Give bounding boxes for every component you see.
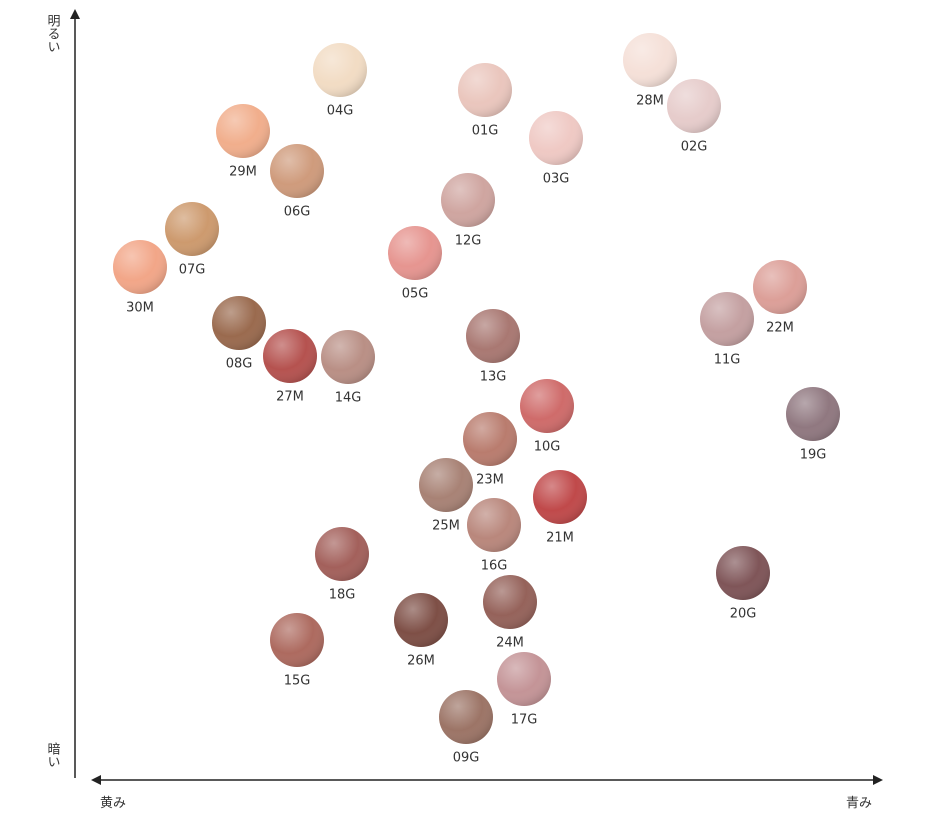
swatch-label: 21M bbox=[546, 531, 574, 546]
swatch-shine bbox=[467, 498, 521, 552]
swatch-shine bbox=[497, 652, 551, 706]
swatch-label: 16G bbox=[481, 559, 508, 574]
swatch-label: 01G bbox=[472, 124, 499, 139]
swatch-label: 03G bbox=[543, 172, 570, 187]
swatches: 04G 01G 03G 28M 02G 29M 06G 12G 07G 05G 30M 11G 22M 0… bbox=[113, 33, 840, 766]
swatch-label: 02G bbox=[681, 140, 708, 155]
swatch-label: 25M bbox=[432, 519, 460, 534]
swatch-shine bbox=[388, 226, 442, 280]
swatch-shine bbox=[441, 173, 495, 227]
swatch-shine bbox=[216, 104, 270, 158]
swatch-shine bbox=[263, 329, 317, 383]
swatch-shine bbox=[321, 330, 375, 384]
swatch-shine bbox=[533, 470, 587, 524]
swatch-shine bbox=[667, 79, 721, 133]
swatch-label: 10G bbox=[534, 440, 561, 455]
swatch-shine bbox=[466, 309, 520, 363]
swatch-label: 24M bbox=[496, 636, 524, 651]
swatch-label: 13G bbox=[480, 370, 507, 385]
swatch-label: 05G bbox=[402, 287, 429, 302]
swatch-label: 17G bbox=[511, 713, 538, 728]
swatch-shine bbox=[700, 292, 754, 346]
swatch-label: 20G bbox=[730, 607, 757, 622]
swatch-label: 23M bbox=[476, 473, 504, 488]
swatch-label: 11G bbox=[714, 353, 741, 368]
swatch-label: 09G bbox=[453, 751, 480, 766]
swatch-shine bbox=[520, 379, 574, 433]
swatch-shine bbox=[165, 202, 219, 256]
swatch-shine bbox=[716, 546, 770, 600]
swatch-label: 04G bbox=[327, 104, 354, 119]
swatch-label: 18G bbox=[329, 588, 356, 603]
swatch-shine bbox=[313, 43, 367, 97]
swatch-shine bbox=[270, 613, 324, 667]
axis-label-right: 青み bbox=[846, 796, 872, 811]
swatch-shine bbox=[113, 240, 167, 294]
swatch-label: 19G bbox=[800, 448, 827, 463]
swatch-shine bbox=[212, 296, 266, 350]
swatch-shine bbox=[623, 33, 677, 87]
swatch-label: 08G bbox=[226, 357, 253, 372]
swatch-shine bbox=[529, 111, 583, 165]
axis-label-top: 明るい bbox=[45, 14, 60, 53]
swatch-label: 15G bbox=[284, 674, 311, 689]
swatch-label: 06G bbox=[284, 205, 311, 220]
swatch-label: 12G bbox=[455, 234, 482, 249]
swatch-shine bbox=[419, 458, 473, 512]
swatch-shine bbox=[270, 144, 324, 198]
axis-label-left: 黄み bbox=[100, 796, 126, 811]
swatch-label: 07G bbox=[179, 263, 206, 278]
swatch-shine bbox=[458, 63, 512, 117]
swatch-label: 29M bbox=[229, 165, 257, 180]
swatch-label: 22M bbox=[766, 321, 794, 336]
swatch-label: 26M bbox=[407, 654, 435, 669]
swatch-shine bbox=[483, 575, 537, 629]
swatch-shine bbox=[786, 387, 840, 441]
swatch-shine bbox=[394, 593, 448, 647]
swatch-label: 28M bbox=[636, 94, 664, 109]
swatch-label: 14G bbox=[335, 391, 362, 406]
axis-label-bottom: 暗い bbox=[45, 742, 60, 768]
swatch-label: 27M bbox=[276, 390, 304, 405]
swatch-shine bbox=[315, 527, 369, 581]
swatch-shine bbox=[753, 260, 807, 314]
swatch-label: 30M bbox=[126, 301, 154, 316]
swatch-shine bbox=[439, 690, 493, 744]
swatch-shine bbox=[463, 412, 517, 466]
